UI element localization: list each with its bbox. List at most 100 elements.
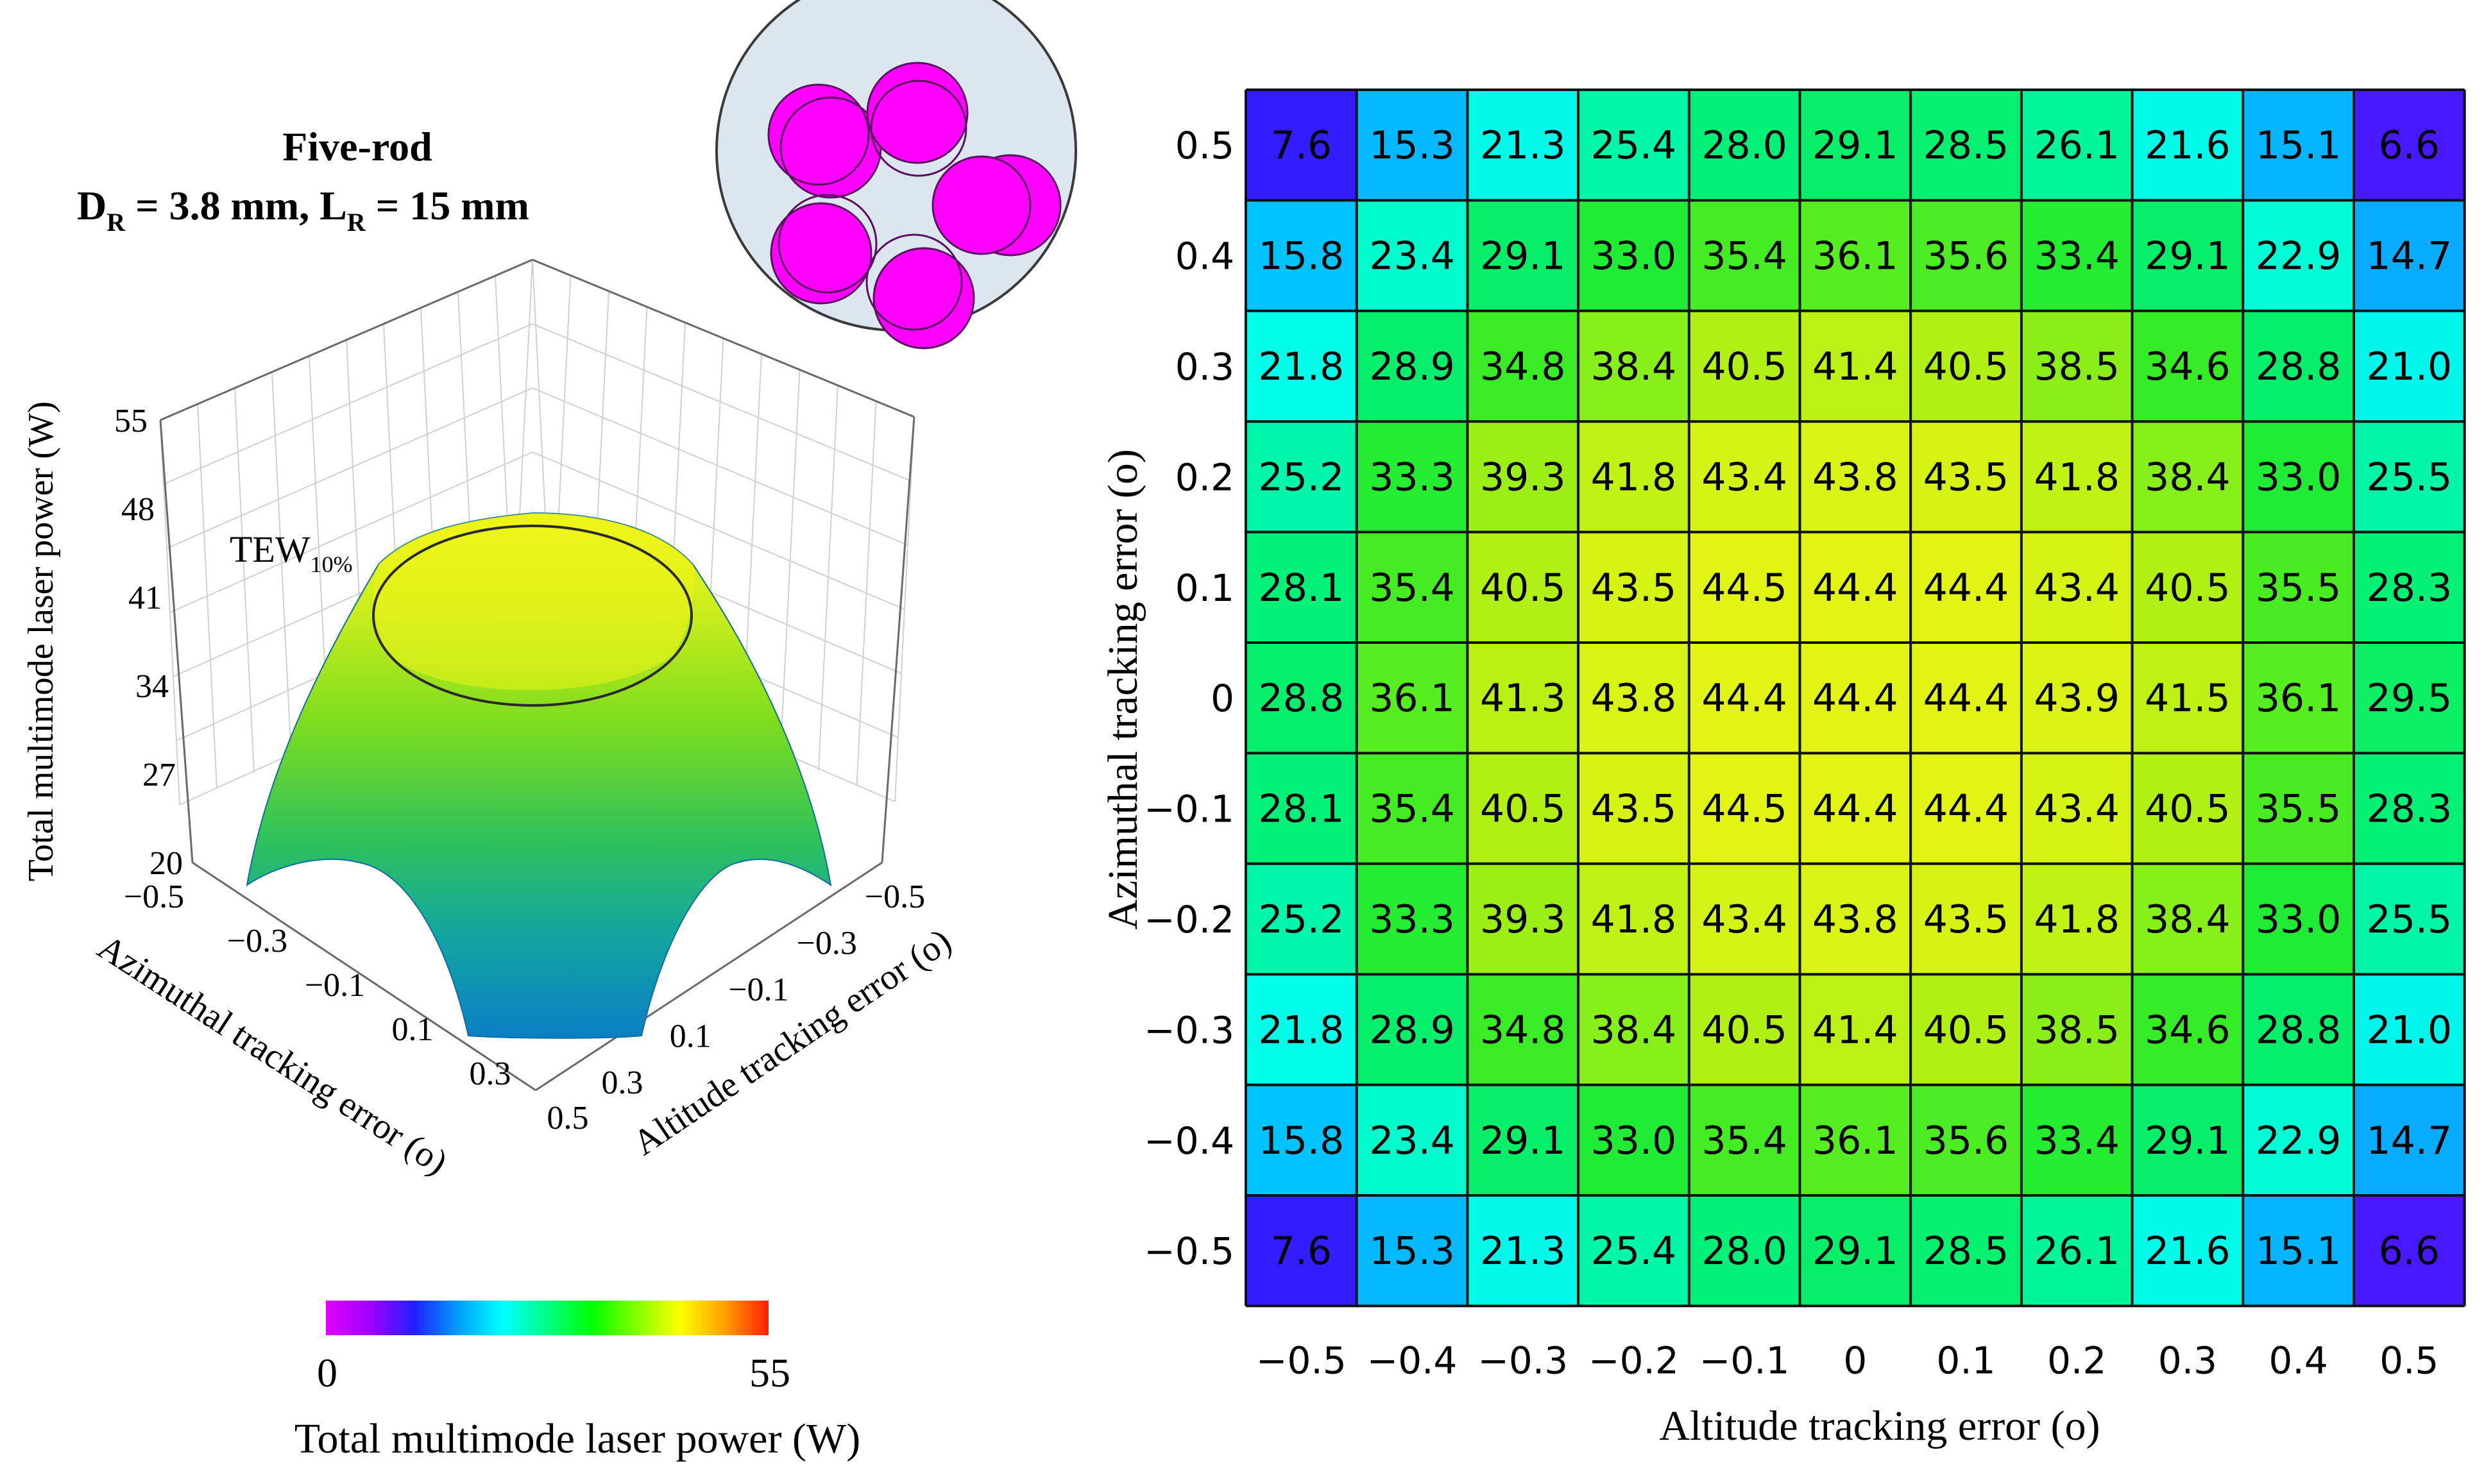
heatmap-x-title: Altitude tracking error (o) — [1659, 1403, 2100, 1449]
heatmap-value: 21.0 — [2367, 1008, 2453, 1052]
heatmap-cell — [1799, 863, 1911, 975]
heatmap-value: 35.5 — [2256, 566, 2342, 611]
heatmap-value: 41.3 — [1480, 676, 1566, 721]
x-tick-4: 0.3 — [470, 1056, 511, 1092]
heatmap-value: 40.5 — [1480, 787, 1566, 832]
heatmap-x-tick: 0 — [1843, 1338, 1867, 1382]
heatmap-cell — [1578, 532, 1690, 643]
heatmap-value: 21.8 — [1259, 1008, 1345, 1052]
heatmap-value: 40.5 — [1923, 1008, 2009, 1052]
heatmap-values: 7.6 15.3 21.3 25.4 28.0 29.1 28.5 26.1 21.6 15.1 6… — [1259, 123, 2453, 1274]
five-rod-inset — [715, 0, 1077, 350]
heatmap-cell — [1467, 1195, 1579, 1306]
heatmap-cell — [1467, 974, 1579, 1086]
heatmap-cell — [2243, 863, 2354, 975]
heatmap-cell — [2021, 1084, 2133, 1196]
heatmap-cell — [1799, 200, 1911, 312]
heatmap-value: 43.4 — [2034, 787, 2120, 832]
surface-axes-box — [159, 258, 915, 1092]
heatmap-value: 43.4 — [2034, 566, 2120, 611]
heatmap-cell — [1578, 974, 1690, 1086]
heatmap-cell — [1467, 421, 1579, 533]
heatmap-value: 36.1 — [1812, 1118, 1898, 1163]
heatmap-value: 28.3 — [2367, 566, 2453, 611]
heatmap-cell — [1356, 532, 1468, 643]
heatmap-cell — [1689, 1195, 1800, 1306]
heatmap-cells — [1246, 90, 2465, 1306]
heatmap-value: 15.3 — [1369, 1229, 1455, 1274]
heatmap-x-tick: −0.4 — [1367, 1338, 1458, 1382]
heatmap-cell — [1246, 90, 1357, 201]
heatmap-value: 39.3 — [1480, 455, 1566, 500]
heatmap: 7.6 15.3 21.3 25.4 28.0 29.1 28.5 26.1 21.6 15.1 6… — [1100, 89, 2466, 1449]
heatmap-cell — [2132, 200, 2243, 312]
heatmap-value: 29.1 — [1812, 1229, 1898, 1274]
heatmap-value: 38.4 — [1591, 1008, 1677, 1052]
heatmap-value: 43.8 — [1812, 455, 1898, 500]
rod-4 — [770, 194, 878, 305]
heatmap-cell — [2243, 532, 2354, 643]
x-tick-labels: −0.5 −0.3 −0.1 0.1 0.3 0.5 — [124, 879, 589, 1136]
heatmap-cell — [1799, 1195, 1911, 1306]
heatmap-value: 43.5 — [1591, 566, 1677, 611]
heatmap-y-title: Azimuthal tracking error (o) — [1100, 449, 1146, 930]
z-tick-5: 55 — [114, 403, 148, 439]
heatmap-cell — [1467, 863, 1579, 975]
heatmap-cell — [1467, 753, 1579, 864]
heatmap-value: 36.1 — [1369, 676, 1455, 721]
heatmap-value: 23.4 — [1369, 234, 1455, 279]
heatmap-x-tick: 0.4 — [2269, 1338, 2328, 1382]
heatmap-y-tick: −0.5 — [1144, 1229, 1234, 1273]
heatmap-cell — [1910, 90, 2022, 201]
heatmap-value: 44.4 — [1923, 566, 2009, 611]
y-tick-4: 0.3 — [602, 1065, 643, 1101]
heatmap-value: 33.0 — [1591, 234, 1677, 279]
heatmap-value: 33.3 — [1369, 455, 1455, 500]
rod-2 — [866, 62, 969, 177]
heatmap-value: 38.4 — [2145, 455, 2231, 500]
heatmap-gridlines — [1245, 89, 2466, 1308]
heatmap-value: 25.5 — [2367, 897, 2453, 942]
heatmap-value: 43.8 — [1591, 676, 1677, 721]
heatmap-value: 29.1 — [1480, 234, 1566, 279]
tew10-contour — [372, 525, 693, 707]
heatmap-cell — [2132, 421, 2243, 533]
heatmap-cell — [2354, 1084, 2465, 1196]
heatmap-cell — [2243, 643, 2354, 754]
y-tick-labels: −0.5−0.3−0.1 0.1 0.3 — [602, 879, 926, 1101]
heatmap-value: 25.4 — [1591, 1229, 1677, 1274]
heatmap-cell — [2243, 1084, 2354, 1196]
heatmap-value: 44.4 — [1812, 787, 1898, 832]
colorbar-bar — [326, 1301, 769, 1335]
heatmap-x-tick: −0.2 — [1588, 1338, 1679, 1382]
heatmap-value: 26.1 — [2034, 1229, 2120, 1274]
heatmap-value: 28.8 — [2256, 1008, 2342, 1052]
heatmap-cell — [2243, 1195, 2354, 1306]
heatmap-cell — [1246, 643, 1357, 754]
heatmap-cell — [2021, 643, 2133, 754]
heatmap-value: 28.5 — [1923, 123, 2009, 168]
heatmap-value: 35.4 — [1369, 566, 1455, 611]
heatmap-cell — [1689, 863, 1800, 975]
heatmap-cell — [1356, 863, 1468, 975]
heatmap-value: 23.4 — [1369, 1118, 1455, 1163]
z-tick-1: 27 — [142, 757, 176, 793]
heatmap-x-tick: 0.5 — [2379, 1338, 2438, 1382]
heatmap-cell — [1246, 1084, 1357, 1196]
heatmap-cell — [1246, 974, 1357, 1086]
heatmap-value: 36.1 — [1812, 234, 1898, 279]
rod-1 — [767, 83, 882, 199]
heatmap-cell — [1467, 90, 1579, 201]
heatmap-cell — [2243, 421, 2354, 533]
heatmap-value: 28.3 — [2367, 787, 2453, 832]
heatmap-value: 28.0 — [1701, 1229, 1787, 1274]
heatmap-cell — [1910, 421, 2022, 533]
rod-3 — [931, 154, 1062, 257]
heatmap-cell — [1467, 532, 1579, 643]
heatmap-value: 21.8 — [1259, 344, 1345, 389]
heatmap-value: 43.5 — [1923, 455, 2009, 500]
heatmap-value: 39.3 — [1480, 897, 1566, 942]
heatmap-value: 25.2 — [1259, 455, 1345, 500]
heatmap-value: 14.7 — [2367, 234, 2453, 279]
z-tick-labels: 20 27 34 41 48 55 — [114, 403, 183, 882]
